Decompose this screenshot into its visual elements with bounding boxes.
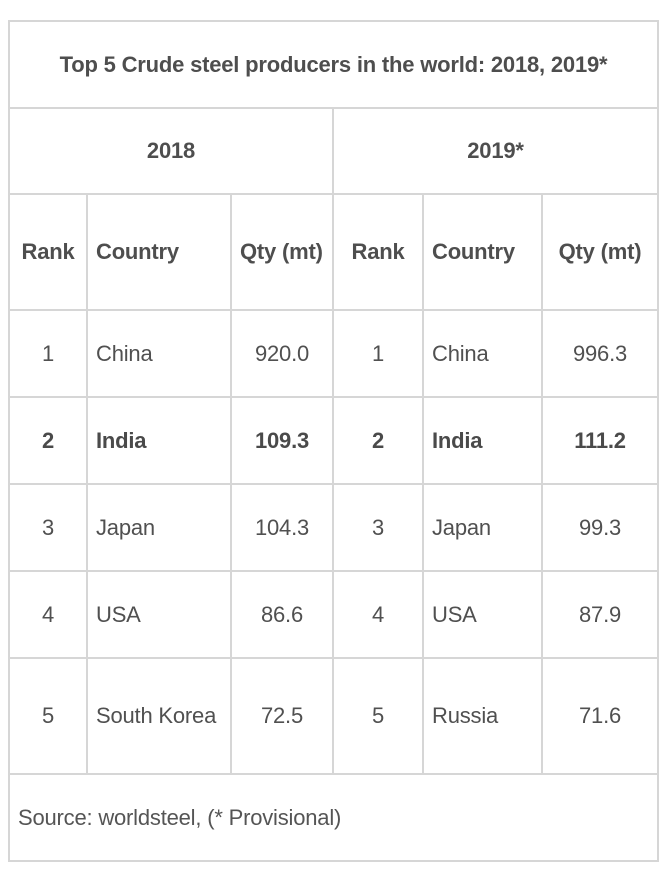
country-2019: India (422, 396, 543, 485)
title-row: Top 5 Crude steel producers in the world… (7, 20, 660, 109)
year-header-2019: 2019* (331, 107, 660, 195)
qty-2019: 71.6 (540, 657, 660, 775)
qty-2018: 104.3 (230, 483, 334, 572)
qty-2019: 87.9 (540, 570, 660, 659)
source-note: Source: worldsteel, (* Provisional) (7, 773, 660, 862)
col-header-rank-2019: Rank (332, 193, 424, 311)
qty-2018: 86.6 (230, 570, 334, 659)
col-header-country-2018: Country (86, 193, 232, 311)
table-row: 1 China 920.0 1 China 996.3 (8, 309, 660, 398)
qty-2019: 111.2 (540, 396, 660, 485)
rank-2019: 1 (332, 309, 424, 398)
country-2018: India (86, 396, 232, 485)
rank-2018: 5 (8, 657, 88, 775)
qty-2018: 920.0 (230, 309, 334, 398)
country-2019: USA (422, 570, 543, 659)
rank-2019: 4 (332, 570, 424, 659)
qty-2018: 72.5 (230, 657, 334, 775)
country-2019: Japan (422, 483, 543, 572)
rank-2019: 5 (332, 657, 424, 775)
table-row: 5 South Korea 72.5 5 Russia 71.6 (8, 657, 660, 775)
col-header-country-2019: Country (422, 193, 543, 311)
table-row-highlighted: 2 India 109.3 2 India 111.2 (8, 396, 660, 485)
rank-2018: 3 (8, 483, 88, 572)
country-2019: Russia (422, 657, 543, 775)
steel-producers-table: Top 5 Crude steel producers in the world… (7, 20, 660, 862)
country-2018: South Korea (86, 657, 232, 775)
table-title: Top 5 Crude steel producers in the world… (7, 20, 660, 109)
country-2018: Japan (86, 483, 232, 572)
rank-2019: 2 (332, 396, 424, 485)
year-row: 2018 2019* (8, 107, 660, 195)
rank-2018: 4 (8, 570, 88, 659)
country-2018: USA (86, 570, 232, 659)
country-2018: China (86, 309, 232, 398)
rank-2018: 1 (8, 309, 88, 398)
qty-2018: 109.3 (230, 396, 334, 485)
col-header-qty-2018: Qty (mt) (230, 193, 334, 311)
source-row: Source: worldsteel, (* Provisional) (7, 773, 660, 862)
col-header-rank-2018: Rank (8, 193, 88, 311)
column-header-row: Rank Country Qty (mt) Rank Country Qty (… (8, 193, 660, 311)
rank-2019: 3 (332, 483, 424, 572)
table-row: 4 USA 86.6 4 USA 87.9 (8, 570, 660, 659)
qty-2019: 99.3 (540, 483, 660, 572)
year-header-2018: 2018 (8, 107, 334, 195)
country-2019: China (422, 309, 543, 398)
rank-2018: 2 (8, 396, 88, 485)
table-row: 3 Japan 104.3 3 Japan 99.3 (8, 483, 660, 572)
col-header-qty-2019: Qty (mt) (540, 193, 660, 311)
qty-2019: 996.3 (540, 309, 660, 398)
